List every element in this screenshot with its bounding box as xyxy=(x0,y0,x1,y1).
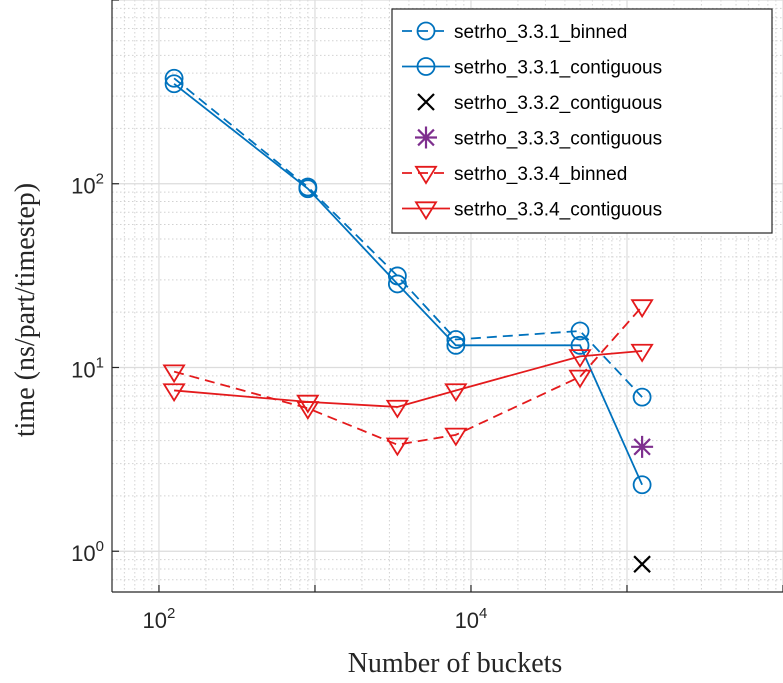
series-line xyxy=(173,77,643,398)
data-point-triangle-down xyxy=(444,383,468,403)
legend-marker-circle xyxy=(416,57,436,76)
data-point-circle xyxy=(570,335,590,355)
legend-item: setrho_3.3.4_contiguous xyxy=(402,200,662,221)
y-tick-label: 100 xyxy=(71,538,104,566)
data-point-circle xyxy=(446,335,466,355)
data-point-triangle-down xyxy=(568,369,592,389)
data-point-triangle-down xyxy=(568,349,592,369)
legend-marker-triangle-down xyxy=(414,165,438,185)
legend-box xyxy=(391,8,773,234)
data-point-circle xyxy=(164,68,184,88)
series-line xyxy=(173,305,643,446)
x-axis-label: Number of buckets xyxy=(348,648,563,679)
legend-item: setrho_3.3.1_contiguous xyxy=(402,57,662,79)
legend-item: setrho_3.3.1_binned xyxy=(402,21,627,43)
data-point-circle xyxy=(387,274,407,294)
legend-marker-asterisk xyxy=(415,126,437,149)
legend-item: setrho_3.3.4_binned xyxy=(402,164,627,185)
data-point-triangle-down xyxy=(385,399,410,419)
series-setrho_3.3.1_contiguous xyxy=(164,74,652,495)
legend-label: setrho_3.3.4_binned xyxy=(454,164,627,185)
series-setrho_3.3.3_contiguous xyxy=(631,435,654,458)
series-line xyxy=(174,350,643,408)
tick-labels: 102 104 100 101 102 xyxy=(71,171,487,633)
data-point-asterisk xyxy=(631,435,654,458)
legend-label: setrho_3.3.1_binned xyxy=(454,22,627,43)
y-tick-label: 102 xyxy=(71,171,104,199)
legend-marker-x xyxy=(417,93,435,111)
series-setrho_3.3.2_contiguous xyxy=(633,555,651,573)
series-setrho_3.3.4_contiguous xyxy=(162,343,654,419)
legend-marker-circle xyxy=(416,21,436,41)
legend-item: setrho_3.3.3_contiguous xyxy=(415,126,662,150)
y-tick-label: 101 xyxy=(71,354,104,382)
legend-item: setrho_3.3.2_contiguous xyxy=(417,93,662,114)
data-point-circle xyxy=(570,321,590,341)
data-point-triangle-down xyxy=(385,437,410,457)
axes xyxy=(111,0,783,593)
legend-label: setrho_3.3.2_contiguous xyxy=(454,93,662,114)
x-tick-label: 104 xyxy=(455,605,488,633)
x-tick-label: 102 xyxy=(143,605,176,633)
grid-lines xyxy=(112,0,783,593)
data-point-triangle-down xyxy=(630,299,654,319)
data-point-triangle-down xyxy=(162,383,186,403)
legend-label: setrho_3.3.1_contiguous xyxy=(454,58,662,79)
legend-label: setrho_3.3.4_contiguous xyxy=(454,200,662,221)
data-point-x xyxy=(633,555,651,573)
data-series xyxy=(162,68,654,573)
y-axis-label: time (ns/part/timestep) xyxy=(10,183,41,437)
data-point-circle xyxy=(298,179,318,199)
data-point-circle xyxy=(164,74,184,94)
data-point-triangle-down xyxy=(162,364,186,384)
legend: setrho_3.3.1_binned setrho_3.3.1_contiguo… xyxy=(391,8,773,234)
data-point-circle xyxy=(632,475,652,495)
data-point-circle xyxy=(446,330,466,349)
data-point-circle xyxy=(632,387,652,407)
data-point-triangle-down xyxy=(630,343,654,363)
series-setrho_3.3.4_binned xyxy=(162,299,654,457)
series-line xyxy=(173,83,643,486)
legend-label: setrho_3.3.3_contiguous xyxy=(454,129,662,150)
legend-marker-triangle-down xyxy=(414,201,438,221)
data-point-triangle-down xyxy=(296,394,320,414)
data-point-triangle-down xyxy=(444,427,468,447)
